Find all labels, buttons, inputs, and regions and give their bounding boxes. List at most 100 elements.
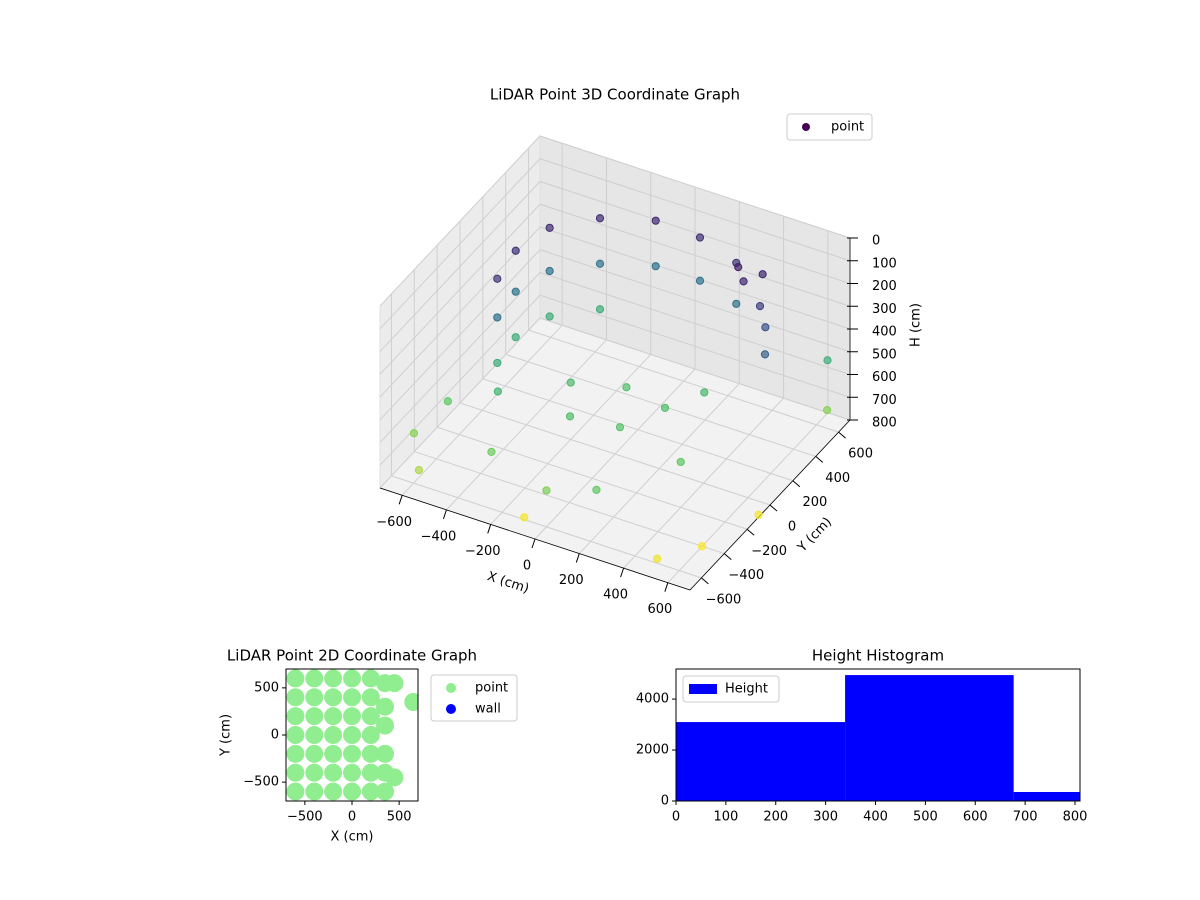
y-tick-label: 400 xyxy=(825,471,850,486)
x-tick-label: 500 xyxy=(387,810,412,825)
grid-line xyxy=(379,226,851,398)
grid-line xyxy=(379,135,851,307)
x-tick-label: 700 xyxy=(1013,810,1038,825)
x-tick-label: 0 xyxy=(348,810,356,825)
point xyxy=(409,429,419,438)
x-tick-label: 300 xyxy=(813,810,838,825)
legend-label: wall xyxy=(475,702,501,717)
point xyxy=(286,688,305,707)
legend-marker xyxy=(446,704,456,714)
legend-label: point xyxy=(475,681,508,696)
x-tick-label: 0 xyxy=(523,559,531,574)
legend-box xyxy=(786,113,873,141)
grid-line xyxy=(379,203,851,375)
tick-mark xyxy=(701,577,709,585)
x-tick-label: 800 xyxy=(1063,810,1088,825)
point xyxy=(493,358,502,368)
x-tick-label: 600 xyxy=(647,602,672,617)
x-tick-label: 500 xyxy=(913,810,938,825)
point xyxy=(651,216,660,225)
point xyxy=(343,688,361,707)
point xyxy=(324,688,343,707)
point xyxy=(653,554,662,563)
point xyxy=(324,669,343,688)
point xyxy=(286,669,305,688)
point xyxy=(698,542,707,551)
legend-marker xyxy=(446,683,456,693)
y-tick-label: 600 xyxy=(848,447,873,462)
tick-mark xyxy=(664,582,669,592)
y-axis-label: Y (cm) xyxy=(219,714,234,757)
point xyxy=(361,726,380,744)
point xyxy=(305,763,324,782)
point xyxy=(760,350,770,359)
point xyxy=(286,744,305,763)
point xyxy=(758,270,767,279)
grid-line xyxy=(379,249,851,421)
point xyxy=(443,397,452,406)
plot-area xyxy=(286,669,418,801)
point xyxy=(622,383,631,392)
grid-line xyxy=(379,271,851,443)
chart-title: LiDAR Point 2D Coordinate Graph xyxy=(227,647,477,665)
point xyxy=(361,688,380,707)
point xyxy=(823,406,832,415)
point xyxy=(305,707,324,726)
point xyxy=(305,669,324,688)
y-tick-label: 4000 xyxy=(636,692,669,707)
bar xyxy=(845,675,1014,801)
y-tick-label: 200 xyxy=(802,495,827,510)
point xyxy=(493,274,502,283)
axes-frame xyxy=(675,668,1081,802)
point xyxy=(286,707,305,726)
z-tick-label: 200 xyxy=(872,279,897,294)
tick-mark xyxy=(620,567,625,578)
z-tick-label: 600 xyxy=(872,370,897,385)
point xyxy=(545,223,554,232)
point xyxy=(361,669,380,688)
point xyxy=(324,744,343,763)
point xyxy=(676,457,685,467)
bar xyxy=(676,722,846,801)
point xyxy=(755,302,765,311)
point xyxy=(542,486,551,495)
y-tick-label: −200 xyxy=(751,544,787,559)
bar xyxy=(1013,792,1080,801)
z-tick-label: 700 xyxy=(872,393,897,408)
tick-mark xyxy=(746,528,755,536)
point xyxy=(343,707,361,726)
point xyxy=(592,485,601,494)
tick-mark xyxy=(769,504,778,512)
x-tick-label: 0 xyxy=(672,810,680,825)
point xyxy=(651,262,660,271)
point xyxy=(754,510,763,519)
point xyxy=(511,333,520,342)
point xyxy=(305,726,324,744)
point xyxy=(376,744,394,763)
point xyxy=(823,356,832,365)
y-tick-label: 2000 xyxy=(636,743,669,758)
legend-marker xyxy=(802,123,810,131)
point xyxy=(695,233,705,242)
y-tick-label: 500 xyxy=(254,680,279,695)
axis-line xyxy=(379,487,691,591)
legend-label: Height xyxy=(725,682,768,697)
point xyxy=(361,763,380,782)
point xyxy=(739,277,748,286)
z-tick-label: 800 xyxy=(872,416,897,431)
point xyxy=(511,287,520,296)
y-tick-label: −500 xyxy=(243,775,279,790)
point xyxy=(343,726,361,744)
point xyxy=(343,782,361,801)
point xyxy=(566,378,575,387)
axis-line xyxy=(689,419,851,591)
point xyxy=(732,299,741,308)
point xyxy=(376,716,394,735)
point xyxy=(404,693,418,711)
point xyxy=(361,707,380,726)
tick-mark xyxy=(723,553,732,560)
point xyxy=(305,688,324,707)
grid-line xyxy=(379,158,851,330)
x-tick-label: 400 xyxy=(863,810,888,825)
legend-swatch xyxy=(689,684,717,694)
